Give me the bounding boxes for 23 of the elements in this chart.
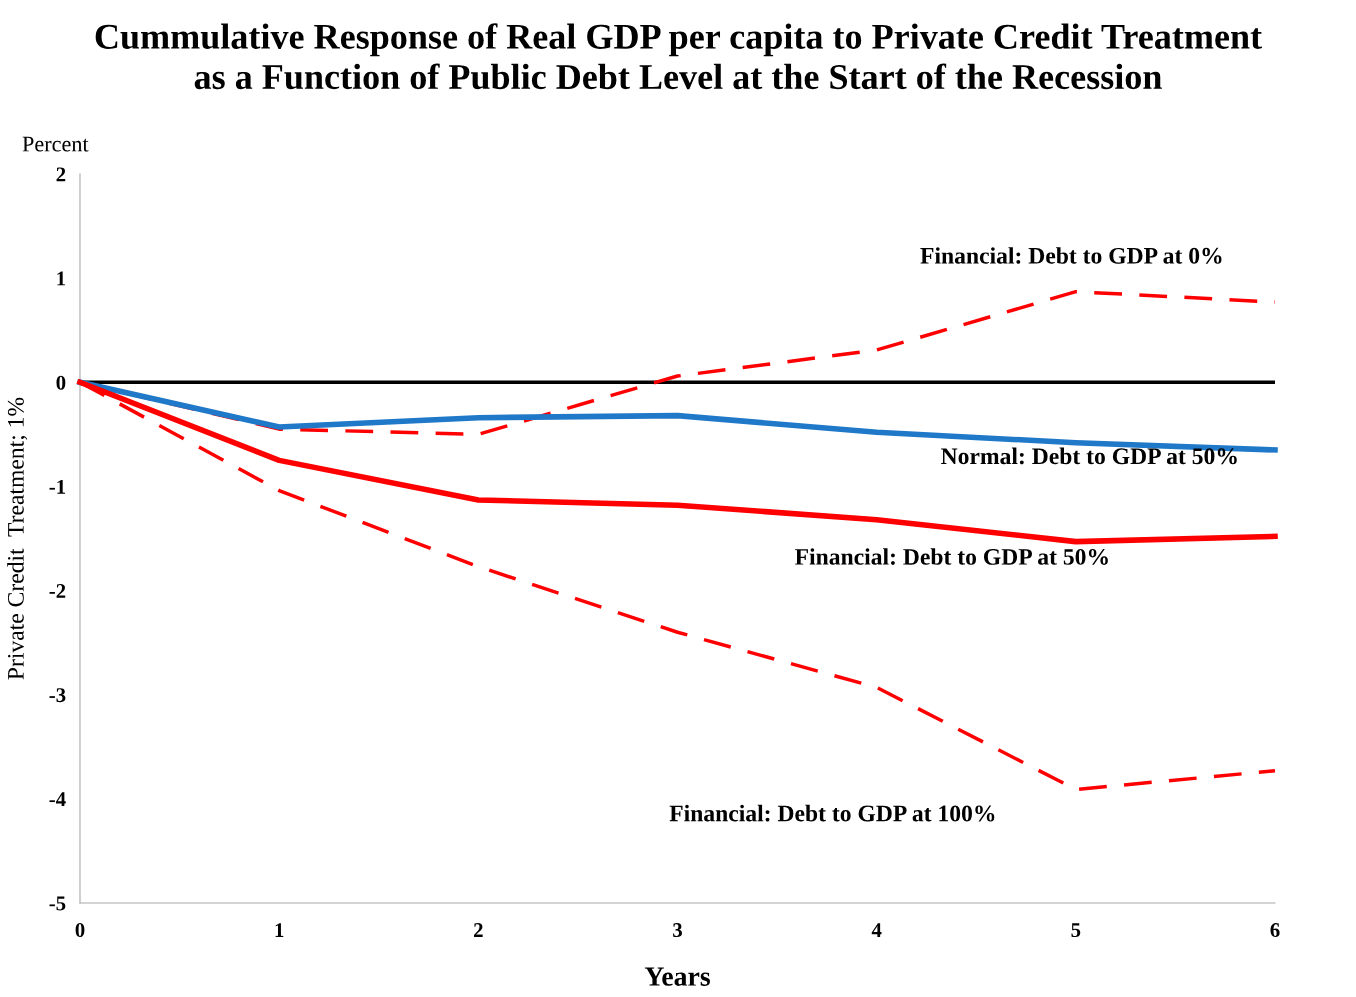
- y-tick-label: -2: [49, 584, 66, 598]
- x-tick-label: 6: [1270, 923, 1280, 938]
- series-label: Financial: Debt to GDP at 0%: [920, 247, 1222, 264]
- text: Percent: [22, 136, 89, 152]
- y-tick-label: -4: [49, 792, 66, 807]
- series-label: Normal: Debt to GDP at 50%: [941, 447, 1237, 465]
- text: Financial: Debt to GDP at 100%: [669, 804, 995, 822]
- y-axis-title: Private Credit Treatment; 1%: [7, 397, 28, 680]
- x-tick-label: 1: [275, 923, 284, 937]
- x-tick-label: 4: [871, 923, 882, 937]
- y-tick-label: 1: [57, 271, 66, 286]
- y-tick-label: 0: [56, 375, 66, 390]
- x-axis-title: Years: [644, 967, 710, 986]
- y-tick-label: -1: [49, 479, 66, 494]
- y-tick-label: -3: [49, 688, 66, 703]
- x-tick-label: 5: [1071, 923, 1081, 938]
- y-tick-label: 2: [56, 167, 66, 182]
- chart-title: Cummulative Response of Real GDP per capita to Private Credit Treatment as a Function of Public Debt Level at the Start of the Recession: [95, 23, 1262, 90]
- x-tick-label: 3: [673, 923, 682, 938]
- y-tick-label: -5: [49, 896, 66, 911]
- x-tick-label: 2: [474, 923, 483, 937]
- series-label: Financial: Debt to GDP at 50%: [795, 548, 1108, 565]
- x-tick-label: 0: [75, 923, 85, 938]
